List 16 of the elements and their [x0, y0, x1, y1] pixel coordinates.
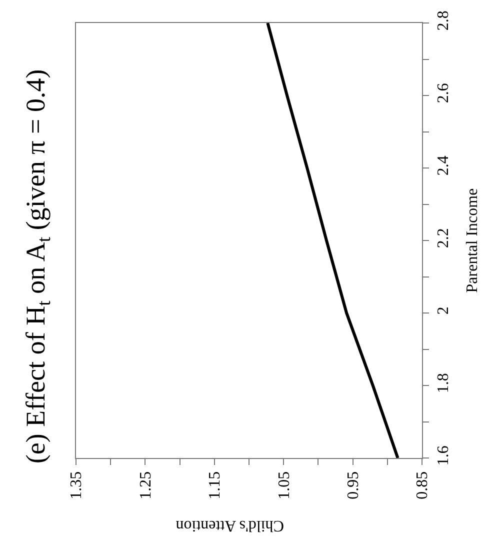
y-tick-label: 2.4 — [435, 156, 452, 176]
y-tick-label: 2.8 — [435, 10, 452, 31]
x-tick-label: 1.15 — [206, 471, 224, 500]
y-tick-label: 2.2 — [435, 228, 452, 248]
x-tick-label: 0.95 — [345, 471, 362, 500]
x-axis-title: Child's Attention — [176, 516, 284, 534]
x-tick-label: 1.35 — [68, 471, 86, 500]
y-tick-label: 1.6 — [435, 446, 452, 466]
x-tick-label: 1.05 — [276, 471, 293, 500]
y-tick-label: 2.6 — [435, 83, 452, 104]
x-tick-label: 1.25 — [137, 471, 154, 500]
line-series — [266, 23, 400, 458]
y-tick-label: 2 — [435, 306, 452, 315]
y-axis-title: Parental Income — [464, 188, 481, 293]
x-tick-label: 0.85 — [414, 471, 432, 500]
y-tick-label: 1.8 — [435, 373, 452, 394]
